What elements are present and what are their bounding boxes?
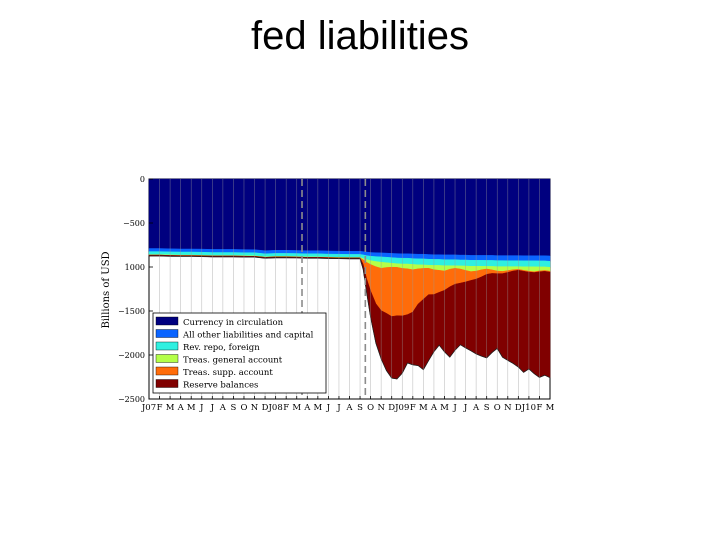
legend-swatch-treas-supp-account: [155, 366, 179, 376]
x-tick-label: N: [251, 403, 259, 413]
x-tick-label: F: [410, 403, 416, 413]
x-tick-label: F: [536, 403, 542, 413]
x-tick-label: J: [210, 403, 215, 413]
dashed-event-lines: [301, 179, 367, 399]
x-tick-label: F: [283, 403, 289, 413]
x-tick-label: A: [219, 403, 227, 413]
x-tick-label: M: [546, 403, 555, 413]
legend-swatch-currency-in-circulation: [155, 316, 179, 326]
x-tick-label: M: [292, 403, 301, 413]
x-tick-label: J09: [394, 403, 409, 413]
x-tick-label: M: [440, 403, 449, 413]
x-tick-label: J: [463, 403, 468, 413]
x-tick-label: O: [367, 403, 374, 413]
legend-swatch-rev-repo-foreign: [155, 341, 179, 351]
x-tick-label: M: [313, 403, 322, 413]
y-tick-label: −2500: [118, 395, 145, 404]
vertical-grid-lines: [159, 179, 540, 399]
legend-swatch-all-other-liabilities-and-capital: [155, 329, 179, 338]
y-tick-label: 0: [140, 175, 145, 184]
legend-swatch-reserve-balances: [155, 379, 179, 388]
legend-box: [152, 312, 327, 394]
y-tick-label: −1500: [118, 307, 145, 316]
x-tick-label: A: [345, 403, 353, 413]
x-tick-label: D: [515, 403, 522, 413]
y-tick-label: 1000: [125, 263, 145, 272]
y-axis: 0 −500 1000 −1500 −2000 −2500: [118, 175, 153, 404]
legend-label-treas-supp-account: Treas. supp. account: [183, 368, 273, 378]
x-tick-label: S: [484, 403, 490, 413]
legend-label-treas-general-account: Treas. general account: [183, 356, 283, 366]
legend-label-reserve-balances: Reserve balances: [183, 381, 258, 391]
x-tick-label: J10: [521, 403, 536, 413]
x-tick-label: S: [357, 403, 363, 413]
y-tick-label: −2000: [118, 351, 145, 360]
x-tick-label: M: [419, 403, 428, 413]
x-tick-label: J07: [141, 403, 156, 413]
x-tick-label: N: [377, 403, 385, 413]
x-tick-label: J: [199, 403, 204, 413]
y-tick-label: −500: [123, 219, 145, 228]
slide-title: fed liabilities: [251, 14, 469, 58]
x-tick-label: D: [262, 403, 269, 413]
x-tick-label: J: [326, 403, 331, 413]
x-tick-label: J08: [268, 403, 283, 413]
legend: Currency in circulation All other liabili…: [152, 312, 327, 394]
legend-swatch-treas-general-account: [155, 354, 179, 363]
x-axis: J07 F M A M J J A S O N D J08 F M A M J J A S O N D J09 F M A M J J A S O…: [141, 396, 555, 413]
total-liabilities-edge: [149, 255, 551, 380]
x-tick-label: A: [303, 403, 311, 413]
x-tick-label: O: [240, 403, 247, 413]
x-tick-label: A: [472, 403, 480, 413]
x-tick-label: A: [430, 403, 438, 413]
x-tick-label: M: [166, 403, 175, 413]
x-tick-label: N: [504, 403, 512, 413]
legend-label-currency-in-circulation: Currency in circulation: [183, 318, 284, 328]
x-tick-label: D: [388, 403, 395, 413]
x-tick-label: J: [452, 403, 457, 413]
x-tick-label: O: [494, 403, 501, 413]
x-tick-label: A: [177, 403, 185, 413]
x-tick-label: M: [187, 403, 196, 413]
y-axis-label: Billions of USD: [101, 251, 112, 328]
x-tick-label: S: [231, 403, 237, 413]
legend-label-rev-repo-foreign: Rev. repo, foreign: [183, 343, 260, 353]
area-series-group: [148, 178, 551, 380]
legend-label-all-other-liabilities-and-capital: All other liabilities and capital: [182, 331, 314, 341]
x-tick-label: F: [157, 403, 163, 413]
x-tick-label: J: [336, 403, 341, 413]
